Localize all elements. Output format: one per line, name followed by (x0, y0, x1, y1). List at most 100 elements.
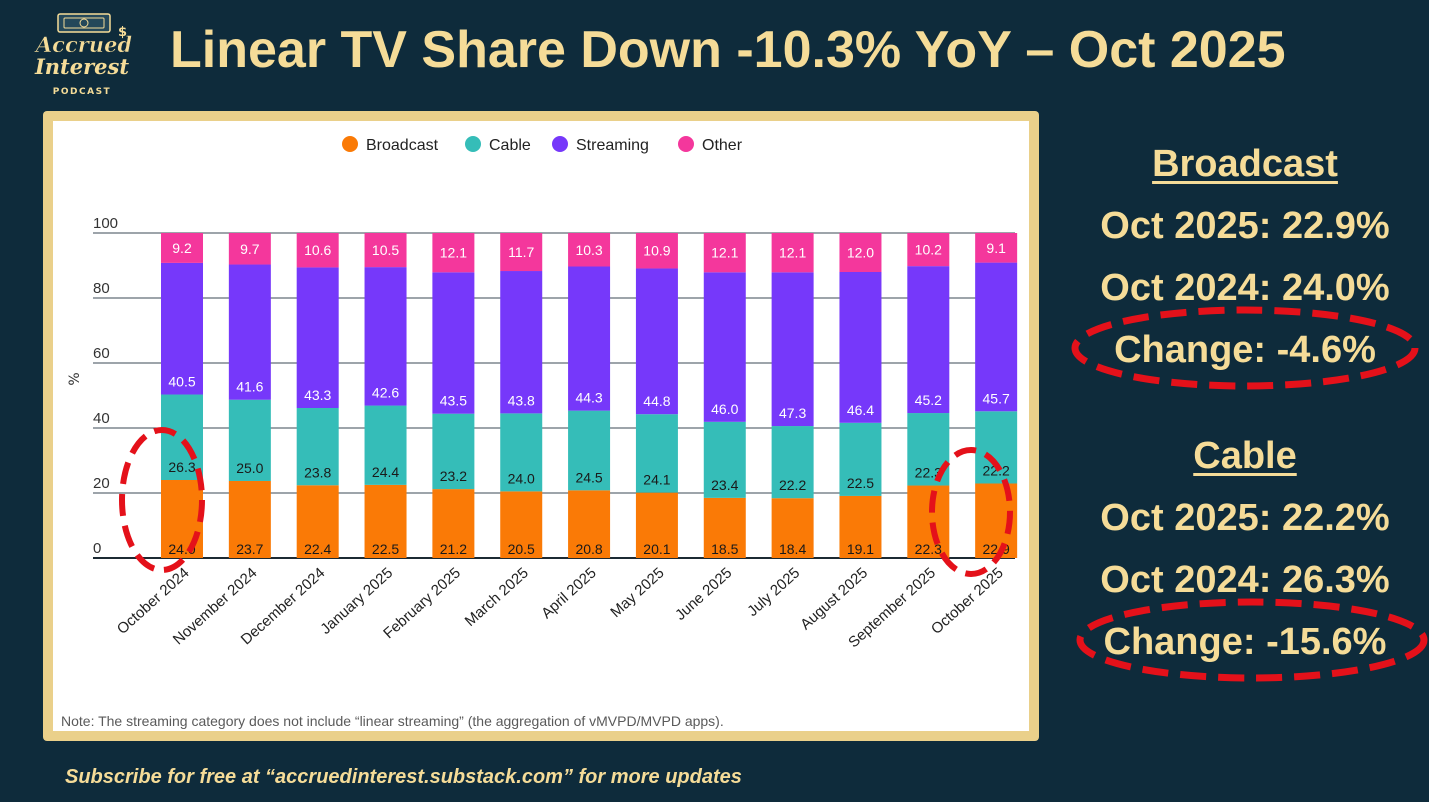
y-axis-ticks: 0 20 40 60 80 100 (93, 215, 118, 557)
bar-segment-broadcast (568, 490, 611, 558)
data-label-broadcast: 22.9 (983, 541, 1010, 557)
data-label-other: 10.5 (372, 242, 399, 258)
data-label-other: 10.9 (643, 243, 670, 259)
data-label-broadcast: 22.3 (915, 541, 942, 557)
data-label-other: 12.1 (779, 245, 806, 261)
data-label-other: 9.7 (240, 241, 260, 257)
bar-segment-cable (568, 410, 611, 491)
stacked-bar-chart: Broadcast Cable Streaming Other 0 20 40 60 80 10… (67, 136, 1018, 651)
broadcast-prior: Oct 2024: 24.0% (1100, 267, 1390, 309)
data-label-streaming: 46.4 (847, 402, 874, 418)
legend-label-other: Other (702, 137, 743, 154)
y-tick-label: 60 (93, 345, 110, 362)
bar-segment-broadcast (364, 484, 407, 558)
bar-segment-other (228, 233, 271, 265)
data-label-cable: 22.3 (915, 465, 942, 481)
legend-label-streaming: Streaming (576, 137, 649, 154)
broadcast-heading: Broadcast (1152, 143, 1338, 185)
bar-segment-other (703, 233, 746, 273)
bar-segment-cable (703, 421, 746, 498)
bar-segment-broadcast (771, 498, 814, 558)
logo-line1: Accrued (34, 32, 133, 57)
bar-segment-streaming (432, 272, 475, 414)
bar-segment-streaming (907, 266, 950, 414)
data-label-other: 10.6 (304, 242, 331, 258)
data-label-streaming: 45.2 (915, 392, 942, 408)
cable-current: Oct 2025: 22.2% (1100, 497, 1390, 539)
bar-segment-other (975, 233, 1018, 263)
data-label-broadcast: 21.2 (440, 541, 467, 557)
data-label-cable: 22.2 (983, 463, 1010, 479)
bar-segment-broadcast (703, 497, 746, 558)
bar-segment-broadcast (296, 485, 339, 558)
bar-segment-cable (771, 426, 814, 499)
bar-segment-streaming (296, 267, 339, 408)
y-tick-label: 40 (93, 410, 110, 427)
bar-segment-broadcast (635, 492, 678, 558)
data-label-cable: 22.5 (847, 475, 874, 491)
data-label-broadcast: 18.4 (779, 541, 806, 557)
cable-heading: Cable (1193, 435, 1297, 477)
bar-segment-streaming (839, 272, 882, 423)
cable-prior: Oct 2024: 26.3% (1100, 559, 1390, 601)
accrued-interest-logo: Accrued Interest PODCAST $ (34, 13, 133, 97)
data-label-broadcast: 23.7 (236, 541, 263, 557)
bar-segment-other (635, 233, 678, 269)
bar-segment-streaming (771, 272, 814, 427)
bar-segment-broadcast (839, 495, 882, 558)
bar-segment-streaming (500, 271, 543, 414)
bar-segment-streaming (635, 268, 678, 415)
bar-segment-cable (228, 399, 271, 481)
data-label-cable: 26.3 (168, 459, 195, 475)
data-label-broadcast: 20.8 (575, 541, 602, 557)
y-tick-label: 80 (93, 280, 110, 297)
cable-stats: Cable Oct 2025: 22.2% Oct 2024: 26.3% Ch… (1060, 425, 1429, 673)
chart-panel: Broadcast Cable Streaming Other 0 20 40 60 80 10… (43, 111, 1039, 741)
x-tick-label: August 2025 (797, 564, 871, 633)
data-label-streaming: 44.3 (575, 390, 602, 406)
x-tick-label: June 2025 (672, 564, 735, 624)
x-tick-label: May 2025 (607, 564, 667, 621)
bar-segment-streaming (568, 266, 611, 411)
data-label-broadcast: 24.0 (168, 541, 195, 557)
bar-segment-broadcast (228, 480, 271, 558)
data-label-other: 9.1 (986, 240, 1006, 256)
data-label-broadcast: 19.1 (847, 541, 874, 557)
data-label-streaming: 43.8 (508, 392, 535, 408)
bar-segment-streaming (975, 262, 1018, 412)
bar-segment-streaming (703, 272, 746, 422)
data-label-broadcast: 20.5 (508, 541, 535, 557)
data-label-other: 12.1 (440, 245, 467, 261)
data-label-cable: 24.0 (508, 470, 535, 486)
page-title: Linear TV Share Down -10.3% YoY – Oct 20… (170, 21, 1286, 79)
data-label-streaming: 45.7 (983, 390, 1010, 406)
data-label-streaming: 43.3 (304, 387, 331, 403)
legend-label-cable: Cable (489, 137, 531, 154)
data-label-streaming: 42.6 (372, 385, 399, 401)
logo-subtext: PODCAST (53, 87, 111, 97)
data-label-broadcast: 18.5 (711, 541, 738, 557)
bar-segment-cable (500, 413, 543, 492)
broadcast-stats: Broadcast Oct 2025: 22.9% Oct 2024: 24.0… (1060, 133, 1429, 381)
bar-segment-other (907, 233, 950, 267)
data-label-other: 10.2 (915, 242, 942, 258)
legend-label-broadcast: Broadcast (366, 137, 439, 154)
data-label-other: 12.0 (847, 245, 874, 261)
bar-segment-other (296, 233, 339, 268)
data-label-streaming: 40.5 (168, 374, 195, 390)
bar-segment-streaming (161, 262, 203, 395)
legend-swatch-broadcast (342, 136, 358, 152)
data-label-cable: 24.5 (575, 469, 602, 485)
bar-segment-other (839, 233, 882, 272)
data-label-cable: 24.1 (643, 472, 670, 488)
bar-segment-other (500, 233, 543, 272)
broadcast-current: Oct 2025: 22.9% (1100, 205, 1390, 247)
data-label-streaming: 46.0 (711, 401, 738, 417)
y-tick-label: 0 (93, 540, 101, 557)
bar-segment-other (432, 233, 475, 273)
x-tick-label: March 2025 (462, 564, 532, 630)
bar-segment-other (364, 233, 407, 268)
bar-segment-cable (364, 405, 407, 485)
y-tick-label: 100 (93, 215, 118, 232)
